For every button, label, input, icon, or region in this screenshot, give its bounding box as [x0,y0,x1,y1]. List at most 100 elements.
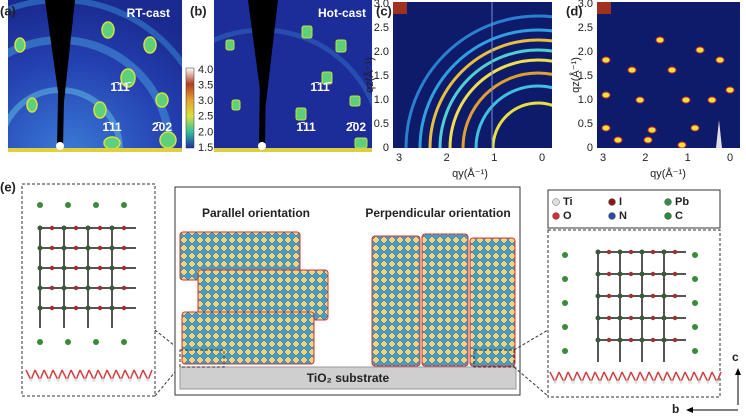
legend-swatch [552,212,560,220]
atom [73,245,79,251]
gisaxs-image [214,0,372,152]
legend-swatch [608,212,616,220]
panel-title: RT-cast [127,6,170,20]
colorbar-label: 4.0 [198,64,213,76]
atom [598,380,602,384]
atom [65,339,71,345]
atom [121,265,127,271]
atom [643,380,647,384]
atom [49,225,55,231]
spot [655,36,665,44]
atom [109,225,115,231]
panel-label: (c) [376,3,392,18]
atom [672,337,678,343]
atom [688,380,692,384]
atom [650,337,656,343]
atom [121,339,127,345]
zoom-box [179,349,225,368]
atom [110,378,114,382]
peak-label: 2̄02 [152,120,172,134]
atom [670,380,674,384]
spot [716,120,722,148]
axis-letter: c [732,350,739,364]
substrate-label: TiO₂ substrate [307,371,390,385]
atom [697,380,701,384]
atom [121,225,127,231]
atom [589,380,593,384]
colorbar-label: 2.5 [198,111,213,123]
y-axis-label: qz(Å⁻¹) [569,57,582,93]
atom [119,378,123,382]
atom [56,378,60,382]
simulated-pattern [597,2,740,148]
atom [562,252,568,258]
y-tick-label: 0 [383,142,389,154]
y-tick-label: 1.0 [578,94,593,106]
atom [595,249,601,255]
atom [85,225,91,231]
colorbar [185,67,195,149]
spot [695,46,705,54]
spot [601,56,611,64]
atom [101,378,105,382]
atom [85,245,91,251]
atom [73,265,79,271]
panel-label: (b) [190,3,207,18]
atom [628,271,634,277]
arrow-head [735,368,741,375]
atom [29,378,33,382]
legend-swatch [608,198,616,206]
peak-label: 1̄11 [296,120,316,134]
legend [547,189,721,229]
spot [627,66,637,74]
atom [661,380,665,384]
atom [639,337,645,343]
arrow-head [686,407,693,413]
axis-letter: b [672,402,679,416]
atom [692,324,698,330]
atom [37,225,43,231]
panel-label: (e) [0,179,16,194]
atom [47,378,51,382]
spot [667,66,677,74]
atom [606,271,612,277]
x-tick-label: 3 [396,152,402,164]
x-axis-label: qy(Å⁻¹) [452,167,488,180]
colorbar-label: 3.0 [198,95,213,107]
atom [128,378,132,382]
atom [628,315,634,321]
spot [635,96,645,104]
legend-label: Ti [563,196,573,208]
atom [595,337,601,343]
atom [617,293,623,299]
atom [37,202,43,208]
structure-box [547,229,721,398]
spot [715,56,725,64]
atom [121,305,127,311]
peak-label: 1̄11 [102,120,122,134]
y-tick-label: 3.0 [578,0,593,10]
atom [661,249,667,255]
caption: Parallel orientation [202,206,310,220]
atom [121,245,127,251]
atom [92,378,96,382]
atom [639,315,645,321]
atom [617,271,623,277]
y-tick-label: 0 [587,142,593,154]
legend-swatch [552,198,560,206]
legend-swatch [664,212,672,220]
legend-label: Pb [675,196,689,208]
atom [97,265,103,271]
colorbar-label: 1.5 [198,142,213,154]
spot [601,91,611,99]
spot [681,96,691,104]
atom [639,249,645,255]
atom [83,378,87,382]
atom [562,324,568,330]
atom [692,348,698,354]
peak-label: 1̄11̄ [110,80,131,94]
atom [49,285,55,291]
atom [73,285,79,291]
atom [625,380,629,384]
